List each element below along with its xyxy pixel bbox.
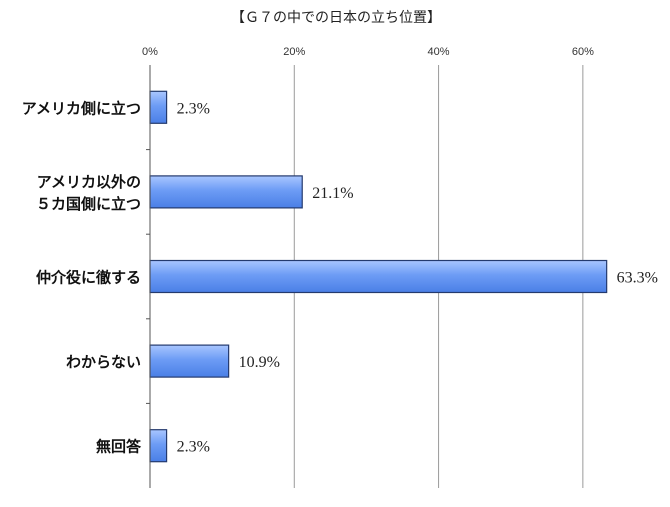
x-tick-label: 40% — [428, 46, 450, 58]
data-label: 2.3% — [177, 100, 210, 117]
x-tick-label: 0% — [142, 46, 158, 58]
bar — [149, 344, 230, 378]
data-label: 10.9% — [239, 354, 280, 371]
category-label: わからない — [66, 353, 141, 371]
bar — [149, 429, 168, 463]
x-tick-label: 20% — [283, 46, 305, 58]
data-label: 21.1% — [312, 185, 353, 202]
bar — [149, 259, 608, 294]
x-axis-ticks: 0% 20% 40% 60% — [142, 46, 594, 404]
chart-title: 【Ｇ７の中での日本の立ち位置】 — [231, 10, 441, 26]
data-labels: 2.3% 21.1% 63.3% 10.9% 2.3% — [177, 100, 658, 455]
category-label: 仲介役に徹する — [36, 269, 141, 287]
data-label: 2.3% — [177, 439, 210, 456]
category-label: アメリカ側に立つ — [22, 99, 141, 117]
category-label: ５カ国側に立つ — [36, 195, 141, 213]
bar-layer — [149, 90, 608, 463]
bar — [149, 175, 303, 209]
category-label: 無回答 — [96, 438, 142, 456]
bar — [149, 90, 168, 124]
x-tick-label: 60% — [572, 46, 594, 58]
category-label: アメリカ以外の — [37, 173, 141, 191]
data-label: 63.3% — [617, 270, 658, 287]
